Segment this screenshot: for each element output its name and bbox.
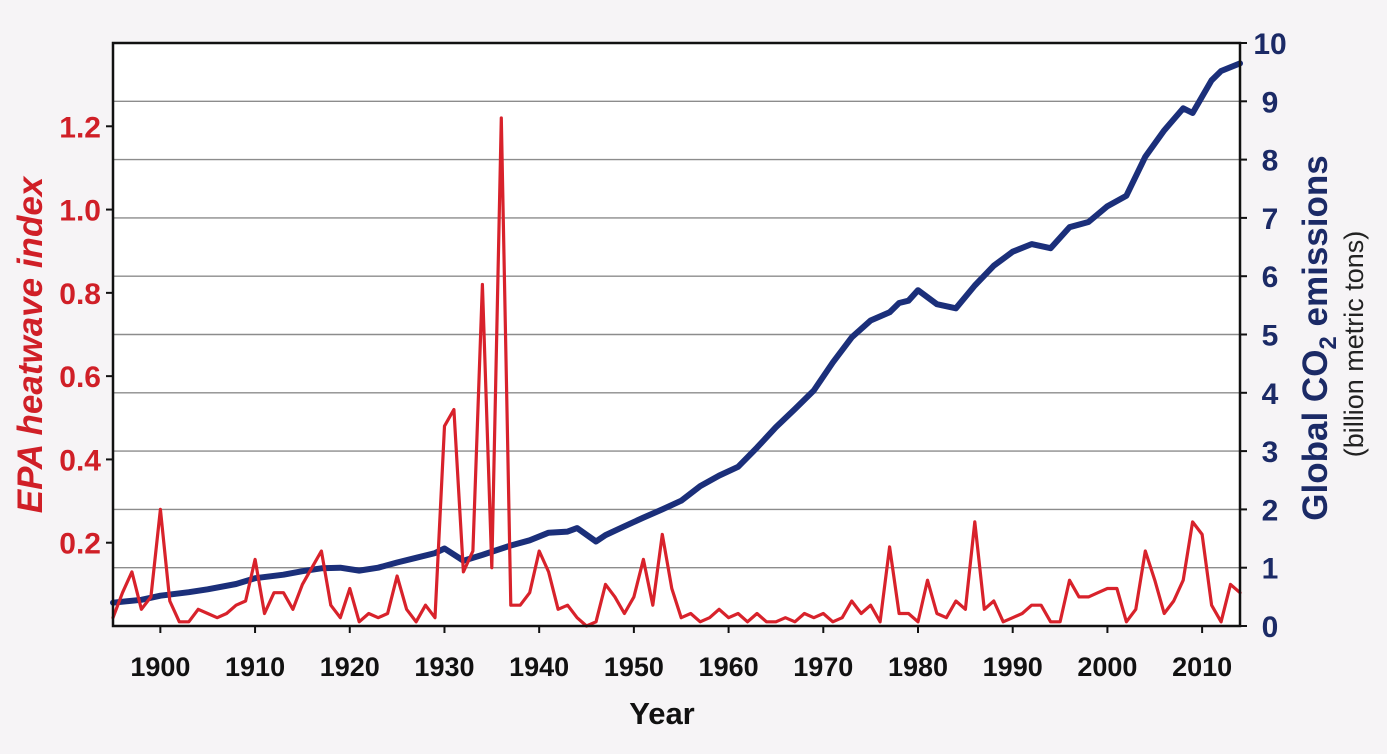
y-right-tick-label: 5: [1262, 320, 1279, 353]
y-right-tick-label: 7: [1262, 203, 1279, 236]
y-right-tick-label: 1: [1262, 553, 1279, 586]
y-right-tick-label: 9: [1262, 86, 1279, 119]
y-right-tick-label: 2: [1262, 494, 1279, 527]
grid: [113, 100, 1240, 569]
y-axis-label-right-main: Global CO: [1296, 350, 1335, 521]
y-left-tick-label: 1.0: [59, 195, 101, 228]
x-tick-label: 1960: [699, 652, 759, 682]
y-right-tick-label: 8: [1262, 145, 1279, 178]
y-axis-label-right: Global CO2 emissions: [1296, 155, 1342, 520]
series-line-heatwave: [111, 116, 1242, 628]
x-tick-label: 1900: [130, 652, 190, 682]
y-axis-unit-right: (billion metric tons): [1339, 231, 1369, 458]
y-right-tick-label: 0: [1262, 611, 1279, 644]
x-tick-label: 1950: [604, 652, 664, 682]
x-tick-label: 2000: [1077, 652, 1137, 682]
y-axis-label-right-sub: 2: [1315, 336, 1342, 349]
y-right-tick-label: 4: [1262, 378, 1279, 411]
x-tick-label: 1940: [509, 652, 569, 682]
y-left-tick-label: 0.4: [59, 444, 101, 477]
y-left-tick-label: 0.6: [59, 361, 101, 394]
x-tick-label: 1970: [793, 652, 853, 682]
ticks: 1900 1910 1920 1930 1940 1950 1960 1970 1980 1990…: [59, 28, 1286, 682]
x-tick-label: 1980: [888, 652, 948, 682]
x-axis-label: Year: [629, 696, 695, 731]
y-left-tick-label: 0.8: [59, 278, 101, 311]
x-tick-label: 1990: [983, 652, 1043, 682]
series-layer: [110, 60, 1243, 628]
y-left-tick-label: 0.2: [59, 528, 101, 561]
y-left-tick-label: 1.2: [59, 111, 101, 144]
x-tick-label: 1920: [320, 652, 380, 682]
y-right-tick-label: 6: [1262, 261, 1279, 294]
y-right-tick-label: 10: [1253, 28, 1286, 61]
x-tick-label: 1910: [225, 652, 285, 682]
x-tick-label: 1930: [414, 652, 474, 682]
series-line-co2: [110, 60, 1243, 606]
y-axis-label-left: EPA heatwave index: [11, 175, 50, 513]
y-right-tick-label: 3: [1262, 436, 1279, 469]
x-tick-label: 2010: [1172, 652, 1232, 682]
y-axis-label-right-tail: emissions: [1296, 155, 1335, 336]
